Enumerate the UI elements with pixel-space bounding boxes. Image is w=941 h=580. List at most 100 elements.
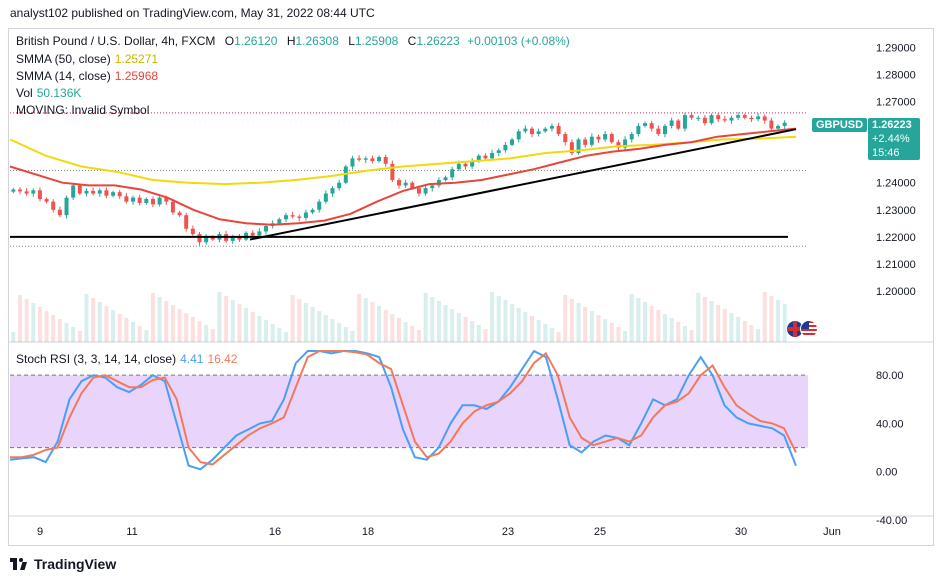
- candle-body: [483, 155, 488, 159]
- volume-bar: [350, 331, 355, 342]
- ticker-badge: GBPUSD: [812, 118, 868, 132]
- candle-body: [416, 188, 421, 194]
- symbol-legend[interactable]: British Pound / U.S. Dollar, 4h, FXCM O1…: [16, 34, 570, 48]
- volume-bar: [682, 326, 687, 342]
- open-value: 1.26120: [234, 34, 278, 48]
- volume-bar: [204, 325, 209, 342]
- high-label: H: [286, 34, 296, 48]
- candle-body: [117, 192, 122, 197]
- smma14-legend[interactable]: SMMA (14, close) 1.25968: [16, 69, 158, 83]
- volume-bar: [197, 321, 202, 342]
- volume-bar: [742, 321, 747, 342]
- candle-body: [137, 197, 142, 204]
- volume-bar: [124, 318, 129, 342]
- volume-bar: [662, 314, 667, 342]
- candle-body: [589, 136, 594, 145]
- time-tick-label: 18: [362, 526, 374, 538]
- candle-body: [736, 115, 741, 118]
- candle-body: [410, 182, 415, 189]
- candle-body: [250, 232, 255, 236]
- volume-bar: [463, 317, 468, 342]
- volume-bar: [277, 328, 282, 342]
- candle-body: [277, 219, 282, 224]
- published-line: analyst102 published on TradingView.com,…: [10, 6, 375, 20]
- candle-body: [742, 115, 747, 118]
- tradingview-mark-icon: [10, 558, 28, 570]
- volume-bar: [549, 328, 554, 342]
- volume-bar: [729, 313, 734, 342]
- volume-bar: [483, 329, 488, 342]
- stoch-d-value: 16.42: [207, 352, 238, 366]
- candle-body: [297, 216, 302, 218]
- tradingview-logo[interactable]: TradingView: [10, 556, 116, 572]
- price-tick-label: 1.23000: [876, 205, 916, 217]
- volume-bar: [357, 294, 362, 342]
- candle-body: [456, 163, 461, 170]
- smma50-legend[interactable]: SMMA (50, close) 1.25271: [16, 52, 158, 66]
- volume-bar: [51, 315, 56, 342]
- time-tick-label: Jun: [823, 526, 841, 538]
- candle-body: [576, 139, 581, 153]
- candle-body: [77, 185, 82, 194]
- candle-body: [762, 116, 767, 121]
- candle-body: [536, 131, 541, 135]
- volume-bar: [77, 331, 82, 342]
- volume-bar: [137, 326, 142, 342]
- volume-bar: [317, 311, 322, 342]
- candle-body: [124, 196, 129, 202]
- candle-body: [609, 134, 614, 143]
- volume-bar: [636, 298, 641, 342]
- volume-legend[interactable]: Vol 50.136K: [16, 86, 81, 100]
- candle-body: [111, 192, 116, 196]
- candle-body: [104, 190, 109, 196]
- smma14-label: SMMA (14, close): [16, 69, 111, 83]
- candle-body: [317, 201, 322, 210]
- candle-body: [197, 234, 202, 243]
- volume-bar: [264, 320, 269, 342]
- volume-bar: [57, 319, 62, 342]
- tradingview-logo-text: TradingView: [34, 556, 117, 572]
- volume-bar: [589, 311, 594, 342]
- volume-bar: [363, 298, 368, 342]
- candle-body: [529, 128, 534, 135]
- volume-bar: [536, 320, 541, 342]
- price-tick-label: 1.29000: [876, 42, 916, 54]
- volume-bar: [476, 325, 481, 342]
- candle-body: [24, 191, 29, 194]
- candle-body: [503, 144, 508, 151]
- close-label: C: [407, 34, 417, 48]
- volume-bar: [170, 305, 175, 342]
- candle-body: [623, 139, 628, 148]
- stoch-legend[interactable]: Stoch RSI (3, 3, 14, 14, close) 4.41 16.42: [16, 352, 237, 366]
- candle-body: [569, 142, 574, 153]
- moving-legend[interactable]: MOVING: Invalid Symbol: [16, 103, 149, 117]
- volume-bar: [217, 292, 222, 342]
- candle-body: [97, 190, 102, 194]
- flags-icon[interactable]: [786, 320, 820, 338]
- volume-bar: [117, 314, 122, 342]
- price-tick-label: 1.24000: [876, 178, 916, 190]
- candle-body: [476, 155, 481, 162]
- candle-body: [37, 190, 42, 199]
- candle-body: [91, 190, 96, 194]
- volume-bar: [111, 310, 116, 342]
- volume-bar: [450, 309, 455, 342]
- volume-bar: [330, 319, 335, 342]
- smma50-value: 1.25271: [114, 52, 159, 66]
- candle-body: [656, 128, 661, 135]
- candle-body: [549, 125, 554, 129]
- volume-bar: [310, 307, 315, 342]
- candle-body: [749, 117, 754, 120]
- volume-bar: [623, 331, 628, 342]
- volume-bar: [237, 304, 242, 342]
- volume-bar: [190, 317, 195, 342]
- candle-body: [71, 185, 76, 198]
- candle-body: [57, 209, 62, 216]
- volume-bar: [443, 305, 448, 342]
- candle-body: [170, 201, 175, 213]
- volume-bar: [470, 321, 475, 342]
- volume-bar: [84, 294, 89, 342]
- candle-body: [423, 188, 428, 194]
- stoch-k-value: 4.41: [180, 352, 204, 366]
